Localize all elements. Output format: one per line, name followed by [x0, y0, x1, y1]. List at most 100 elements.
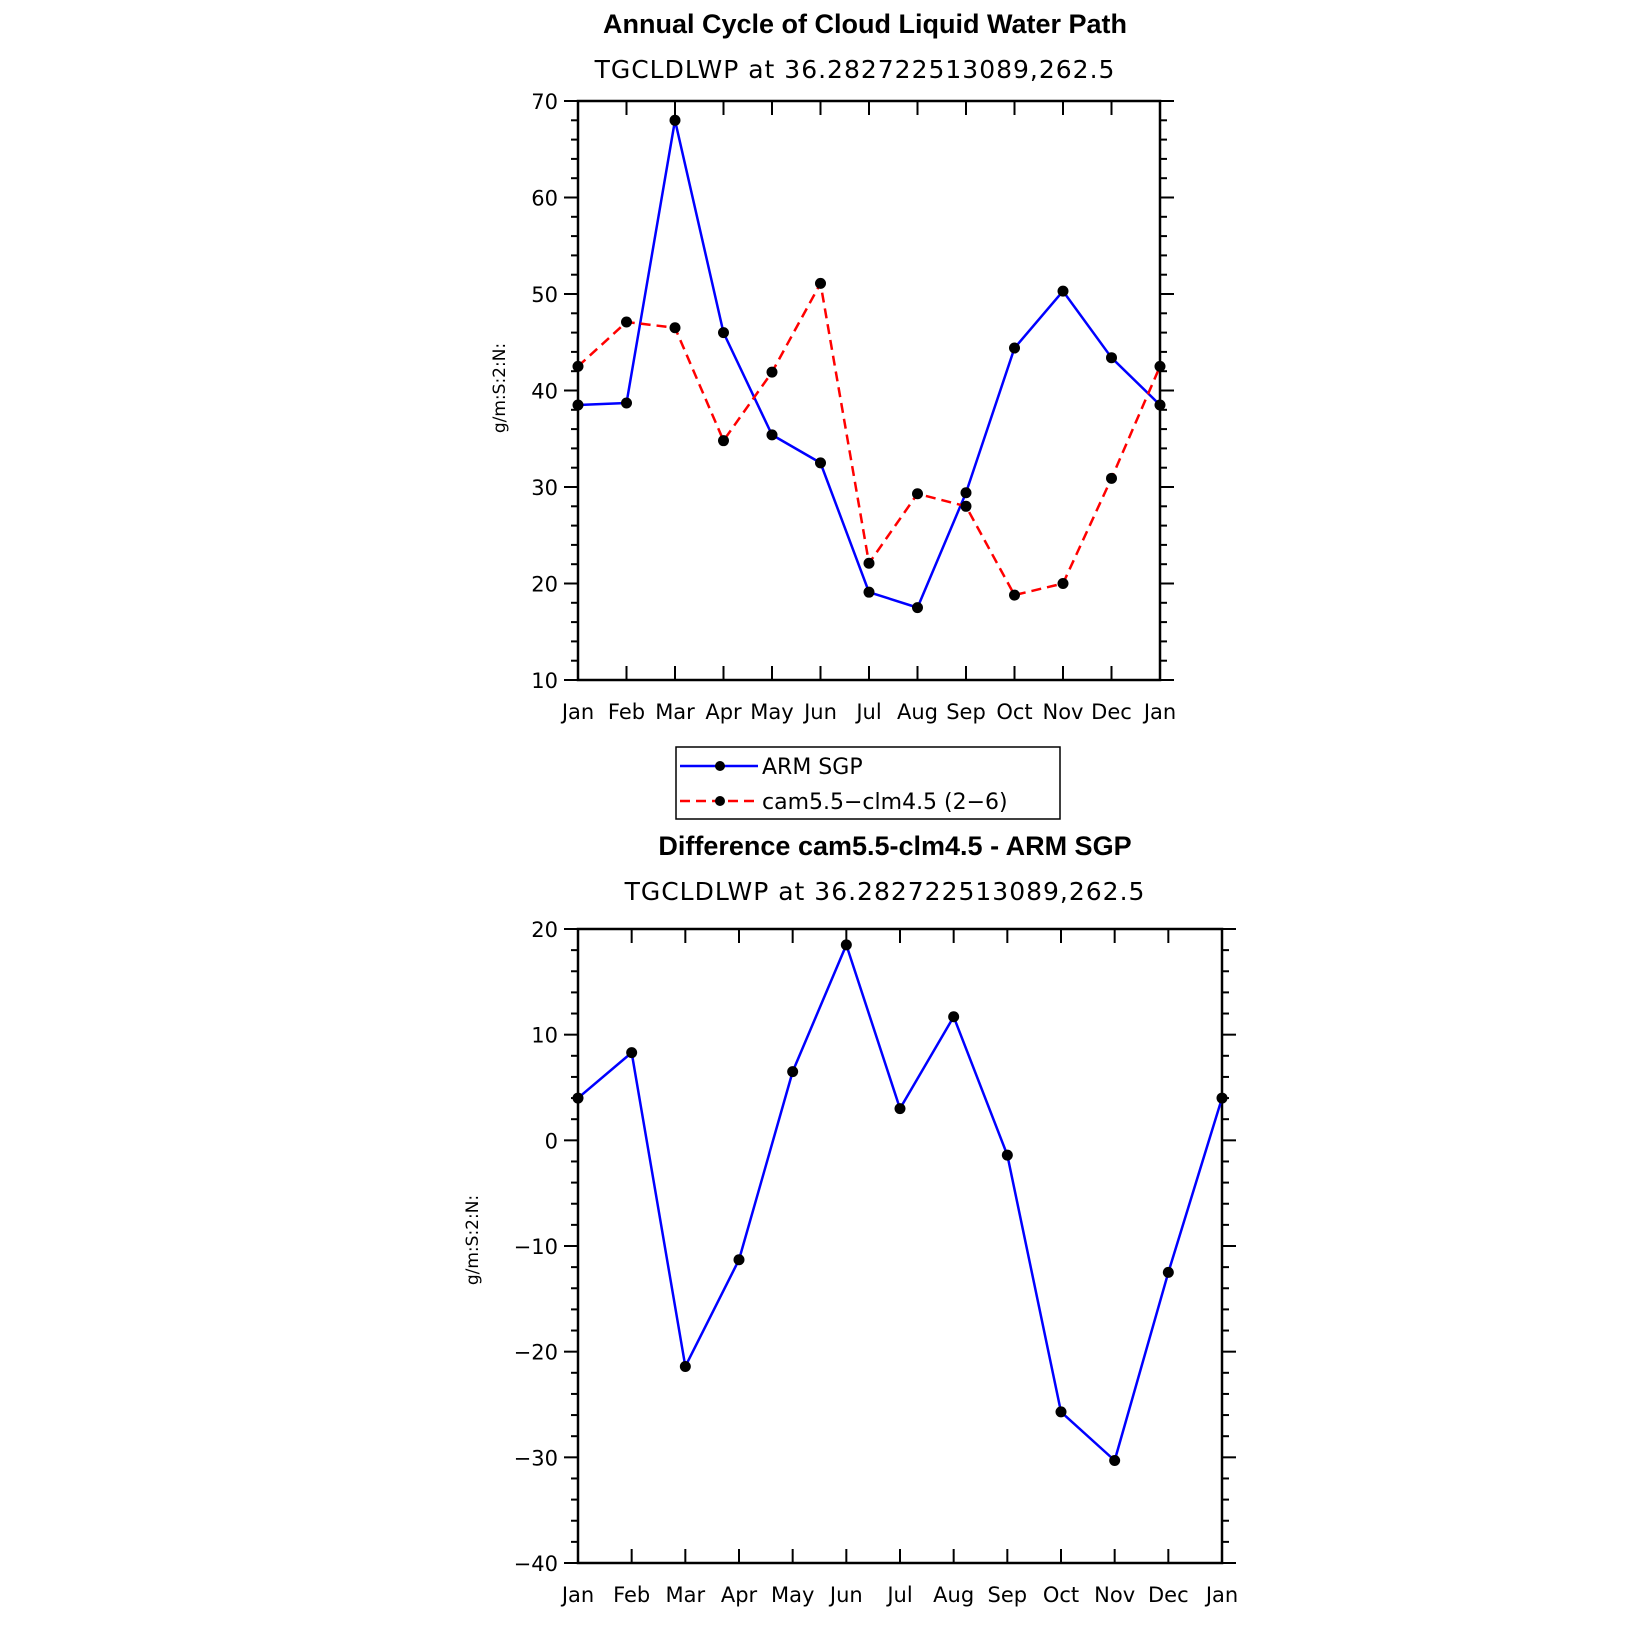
legend-marker-cam [715, 796, 725, 806]
annual-cycle-chart: Annual Cycle of Cloud Liquid Water Path … [490, 9, 1176, 724]
y-tick-label: 20 [531, 573, 558, 597]
y-tick-label: −30 [514, 1446, 558, 1470]
y-tick-label: 50 [531, 283, 558, 307]
data-point [1106, 352, 1117, 364]
y-tick-label: −10 [514, 1235, 558, 1259]
data-point [1216, 1092, 1228, 1104]
legend-label-cam: cam5.5−clm4.5 (2−6) [762, 790, 1008, 815]
x-tick-label: Apr [705, 700, 742, 724]
x-tick-label: Jul [854, 700, 881, 724]
data-point [679, 1360, 691, 1372]
data-point [912, 602, 923, 614]
y-axis-label: g/m:S:2:N: [463, 1195, 483, 1285]
data-point [669, 114, 681, 126]
data-point [1106, 472, 1117, 484]
data-point [1154, 360, 1166, 372]
x-tick-label: Jun [802, 700, 837, 724]
x-tick-label: Sep [988, 1583, 1028, 1607]
y-tick-label: 0 [545, 1129, 558, 1153]
y-tick-label: 40 [531, 380, 558, 404]
data-point [1154, 399, 1166, 411]
legend-box [675, 746, 1061, 820]
data-point [815, 457, 826, 469]
chart-title: Difference cam5.5-clm4.5 - ARM SGP [658, 831, 1131, 861]
x-tick-label: Aug [933, 1583, 974, 1607]
data-point [1009, 589, 1020, 601]
data-point [626, 1047, 638, 1059]
data-point [766, 366, 778, 378]
data-point [1057, 578, 1069, 589]
data-point [572, 1092, 584, 1104]
data-point [1109, 1455, 1121, 1467]
data-point [1057, 285, 1069, 297]
y-tick-label: −20 [514, 1341, 558, 1365]
chart-title: Annual Cycle of Cloud Liquid Water Path [603, 9, 1127, 39]
data-point [1009, 342, 1020, 354]
x-tick-label: Nov [1043, 700, 1084, 724]
data-point [621, 397, 632, 409]
x-tick-label: Dec [1148, 1583, 1189, 1607]
difference-chart: Difference cam5.5-clm4.5 - ARM SGP TGCLD… [463, 831, 1238, 1607]
x-tick-label: Oct [996, 700, 1032, 724]
data-point [1001, 1149, 1013, 1161]
x-tick-label: Feb [608, 700, 645, 724]
y-tick-label: 10 [531, 669, 558, 693]
data-point [815, 277, 826, 289]
x-tick-label: Jan [1142, 700, 1176, 724]
data-point [948, 1011, 960, 1023]
data-point [718, 327, 729, 339]
data-point [669, 322, 681, 334]
x-tick-label: May [771, 1583, 814, 1607]
x-tick-label: May [750, 700, 793, 724]
plot-area: −40 −30 −20 −10 0 10 20 Jan Feb Mar Apr May Jun Jul Au… [514, 918, 1239, 1607]
chart-subtitle: TGCLDLWP at 36.282722513089,262.5 [594, 55, 1116, 84]
x-tick-label: Apr [721, 1583, 758, 1607]
data-point [912, 488, 923, 500]
x-tick-label: Aug [897, 700, 938, 724]
x-tick-label: Jun [828, 1583, 863, 1607]
y-tick-label: 70 [531, 90, 558, 114]
legend: ARM SGP cam5.5−clm4.5 (2−6) [675, 746, 1061, 820]
x-tick-label: Mar [655, 700, 695, 724]
x-tick-label: Oct [1043, 1583, 1079, 1607]
data-point [718, 435, 729, 447]
series-line-0 [577, 119, 1161, 609]
x-tick-label: Dec [1091, 700, 1132, 724]
series-line-0 [577, 943, 1224, 1462]
series-line-1 [577, 282, 1162, 597]
y-axis-label: g/m:S:2:N: [490, 343, 510, 433]
data-point [733, 1254, 745, 1266]
data-point [960, 500, 972, 512]
x-tick-label: Jul [885, 1583, 912, 1607]
legend-label-arm-sgp: ARM SGP [762, 755, 863, 780]
x-tick-label: Feb [613, 1583, 650, 1607]
data-point [1055, 1406, 1067, 1418]
y-tick-label: 20 [531, 918, 558, 942]
data-point [787, 1066, 799, 1078]
data-point [1162, 1266, 1174, 1278]
y-tick-label: −40 [514, 1552, 558, 1576]
data-point [840, 939, 852, 951]
data-point [621, 316, 632, 328]
data-point [572, 399, 584, 411]
legend-marker-arm-sgp [715, 761, 725, 771]
x-tick-label: Mar [666, 1583, 706, 1607]
data-point [960, 487, 972, 499]
data-point [894, 1103, 906, 1115]
x-tick-label: Sep [946, 700, 986, 724]
plot-frame [576, 927, 1224, 1565]
y-tick-label: 60 [531, 187, 558, 211]
data-point [863, 586, 875, 598]
x-tick-label: Jan [560, 1583, 594, 1607]
plot-area: 10 20 30 40 50 60 70 Jan Feb Mar Apr May Jun Jul Aug Se… [531, 90, 1176, 724]
x-tick-label: Nov [1094, 1583, 1135, 1607]
x-tick-label: Jan [560, 700, 594, 724]
chart-subtitle: TGCLDLWP at 36.282722513089,262.5 [624, 877, 1146, 906]
data-point [863, 557, 875, 569]
data-point [572, 360, 584, 372]
x-tick-label: Jan [1204, 1583, 1238, 1607]
data-point [766, 429, 778, 441]
y-tick-label: 30 [531, 476, 558, 500]
y-tick-label: 10 [531, 1024, 558, 1048]
